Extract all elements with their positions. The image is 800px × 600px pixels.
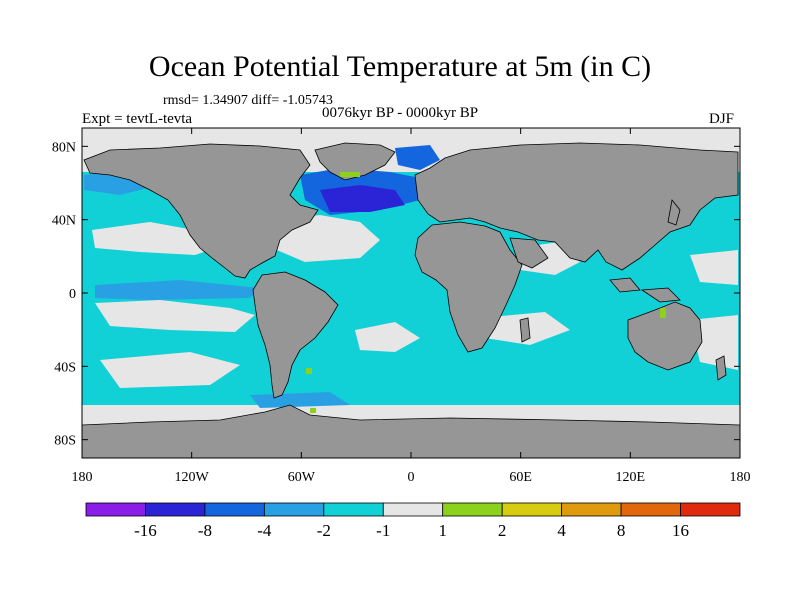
lon-tick-label: 60E [509, 470, 532, 485]
south-pacific-gray-patch [95, 300, 255, 332]
colorbar: -16 -8 -4 -2 -1 1 2 4 8 16 [85, 502, 741, 540]
colorbar-swatch [501, 502, 563, 517]
warm-anomaly-spots [306, 172, 666, 413]
colorbar-label: -4 [257, 521, 272, 540]
lon-tick-label: 120W [175, 470, 210, 485]
season-label: DJF [709, 111, 735, 127]
lat-tick-label: 80N [52, 140, 76, 155]
colorbar-label: 1 [438, 521, 447, 540]
cool-anomaly-regions [84, 145, 700, 408]
southeast-pacific-gray-patch [100, 352, 240, 388]
land-japan [667, 199, 681, 226]
land-madagascar [519, 317, 531, 343]
longitude-axis: 180 120W 60W 0 60E 120E 180 [72, 128, 751, 485]
sw-pacific-gray-patch [690, 315, 738, 370]
lat-tick-label: 40S [54, 360, 76, 375]
land-north-america [83, 143, 319, 279]
land-south-america [252, 271, 339, 399]
warm-spot-argentina [306, 368, 312, 374]
colorbar-swatch [382, 502, 444, 517]
lat-tick-label: 0 [69, 287, 76, 302]
lon-tick-label: 180 [72, 470, 93, 485]
colorbar-label: -1 [376, 521, 390, 540]
nordic-seas-cool-region [395, 145, 440, 170]
experiment-label: Expt = tevtL-tevta [82, 111, 193, 127]
latitude-axis: 80N 40N 0 40S 80S [52, 140, 740, 449]
warm-spot-indonesia [660, 308, 666, 318]
land-africa [414, 221, 523, 353]
stats-label: rmsd= 1.34907 diff= -1.05743 [163, 93, 333, 108]
colorbar-swatch [323, 502, 384, 517]
colorbar-label: 2 [498, 521, 507, 540]
lon-tick-label: 0 [408, 470, 415, 485]
colorbar-swatch [561, 502, 622, 517]
lat-tick-label: 40N [52, 214, 76, 229]
lon-tick-label: 60W [288, 470, 316, 485]
land-new-guinea [640, 287, 681, 303]
period-label: 0076kyr BP - 0000kyr BP [322, 105, 479, 121]
lon-tick-label: 180 [730, 470, 751, 485]
colorbar-label: -16 [134, 521, 157, 540]
north-atlantic-strong-cool-region [320, 185, 405, 212]
land-borneo [609, 277, 641, 293]
land-eurasia [414, 142, 739, 271]
colorbar-label: 8 [617, 521, 626, 540]
west-pacific-gray-patch [690, 250, 738, 285]
land-australia [627, 301, 703, 371]
land-antarctica [82, 404, 740, 458]
colorbar-label: 16 [672, 521, 689, 540]
colorbar-swatch [620, 502, 681, 517]
warm-spot-drake [310, 408, 316, 413]
warm-spot-nordic [340, 172, 360, 177]
equatorial-pacific-cooler-band [95, 280, 260, 300]
colorbar-label: 4 [557, 521, 566, 540]
colorbar-label: -2 [317, 521, 331, 540]
land-greenland [314, 142, 396, 181]
map-title: Ocean Potential Temperature at 5m (in C) [148, 50, 652, 83]
map-plot-area [82, 128, 740, 458]
colorbar-swatch [680, 502, 741, 517]
colorbar-swatch [145, 502, 206, 517]
south-atlantic-gray-patch [355, 322, 420, 352]
colorbar-swatch [442, 502, 503, 517]
colorbar-label: -8 [198, 521, 212, 540]
lon-tick-label: 120E [616, 470, 646, 485]
lat-tick-label: 80S [54, 434, 76, 449]
land-arabia [509, 237, 549, 269]
colorbar-swatch [85, 502, 146, 517]
colorbar-swatch [263, 502, 325, 517]
colorbar-swatch [204, 502, 265, 517]
land-masses [82, 142, 740, 458]
land-new-zealand [715, 355, 727, 381]
